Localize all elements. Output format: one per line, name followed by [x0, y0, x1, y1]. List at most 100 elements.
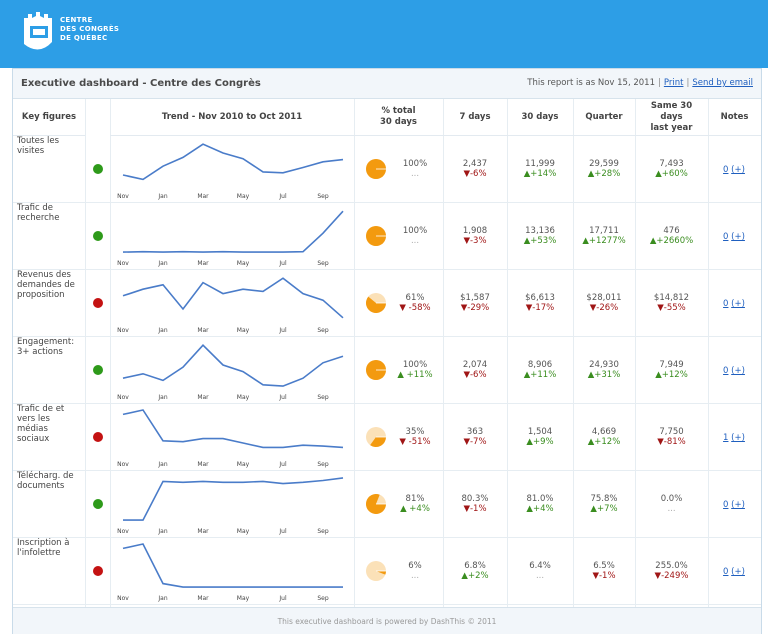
metric-cell-d30: 11,999 ▲+14%	[507, 159, 573, 179]
axis-tick-label: Jul	[278, 260, 287, 267]
cell-change: ...	[410, 571, 420, 581]
add-note-link[interactable]: (+)	[731, 433, 745, 443]
add-note-link[interactable]: (+)	[731, 232, 745, 242]
cell-change: ▲+9%	[526, 437, 554, 447]
metric-cell-quarter: $28,011 ▼-26%	[573, 293, 635, 313]
add-note-link[interactable]: (+)	[731, 500, 745, 510]
axis-tick-label: May	[237, 327, 250, 334]
axis-tick-label: Nov	[117, 461, 129, 468]
metric-cell-same: $14,812 ▼-55%	[635, 293, 708, 313]
metric-cell-same: 7,949 ▲+12%	[635, 360, 708, 380]
column-divider	[708, 99, 709, 607]
table-row: Télécharg. de documents Nov Jan Mar May Jul Se…	[13, 471, 761, 538]
trend-line	[123, 477, 344, 521]
cell-value: $6,613	[525, 293, 555, 303]
cell-change: ▲+60%	[655, 169, 688, 179]
row-label: Trafic de et vers les médias sociaux	[17, 404, 65, 444]
axis-tick-label: Jan	[157, 461, 167, 468]
cell-value: 2,074	[462, 360, 488, 370]
share-pie-icon	[366, 493, 386, 514]
cell-change: ▲+31%	[587, 370, 621, 380]
column-header-quarter: Quarter	[573, 99, 635, 136]
cell-change: ▼-7%	[463, 437, 487, 447]
axis-tick-label: Mar	[197, 595, 209, 602]
metric-cell-same: 0.0%...	[635, 494, 708, 514]
metric-cell-quarter: 6.5% ▼-1%	[573, 561, 635, 581]
axis-tick-label: Jan	[157, 327, 167, 334]
trend-line	[122, 143, 344, 181]
column-divider	[354, 99, 355, 607]
cell-value: 476	[663, 226, 680, 236]
axis-tick-label: Mar	[197, 327, 209, 334]
column-header-trend: Trend - Nov 2010 to Oct 2011	[110, 99, 354, 136]
axis-tick-label: May	[237, 394, 250, 401]
cell-change: ...	[410, 236, 420, 246]
notes-count-link[interactable]: 0	[723, 567, 729, 577]
metric-cell-d30: $6,613 ▼-17%	[507, 293, 573, 313]
table-row: Trafic de recherche Nov Jan Mar May Jul Sep 100…	[13, 203, 761, 270]
axis-tick-label: May	[237, 193, 250, 200]
pct-total-cell: 6%...	[391, 561, 439, 581]
notes-cell: 1 (+)	[710, 433, 758, 443]
cell-change: ...	[667, 504, 676, 514]
notes-count-link[interactable]: 0	[723, 500, 729, 510]
cell-value: 29,599	[589, 159, 619, 169]
print-link[interactable]: Print	[663, 78, 684, 88]
pie-slice	[376, 571, 386, 575]
cell-value: 81.0%	[526, 494, 554, 504]
add-note-link[interactable]: (+)	[731, 567, 745, 577]
axis-tick-label: Jul	[278, 461, 287, 468]
share-pie-icon	[366, 427, 386, 448]
cell-change: ▲+12%	[655, 370, 688, 380]
separator: |	[686, 78, 690, 88]
cell-change: ▼-6%	[463, 370, 487, 380]
add-note-link[interactable]: (+)	[731, 366, 745, 376]
dashboard-titlebar: Executive dashboard - Centre des Congrès…	[13, 69, 761, 99]
metric-cell-d7: 1,908 ▼-3%	[443, 226, 507, 246]
separator: |	[658, 78, 661, 88]
trend-sparkline: Nov Jan Mar May Jul Sep	[117, 277, 344, 334]
axis-tick-label: Nov	[117, 193, 129, 200]
cell-change: ▲+4%	[526, 504, 554, 514]
notes-cell: 0 (+)	[710, 165, 758, 175]
add-note-link[interactable]: (+)	[731, 299, 745, 309]
metric-cell-d7: 363 ▼-7%	[443, 427, 507, 447]
trend-line	[122, 277, 344, 319]
share-pie-icon	[366, 226, 386, 246]
cell-value: 7,493	[659, 159, 684, 169]
notes-count-link[interactable]: 1	[723, 433, 729, 443]
notes-count-link[interactable]: 0	[723, 299, 729, 309]
cell-value: 100%	[402, 360, 428, 370]
trend-line	[122, 344, 344, 387]
metric-cell-d30: 81.0% ▲+4%	[507, 494, 573, 514]
trend-sparkline: Nov Jan Mar May Jul Sep	[117, 477, 344, 535]
report-date: This report is as Nov 15, 2011	[527, 78, 655, 88]
brand-line-3: DE QUÉBEC	[60, 34, 108, 42]
cell-value: 11,999	[525, 159, 555, 169]
pct-total-cell: 35% ▼ -51%	[391, 427, 439, 447]
add-note-link[interactable]: (+)	[731, 165, 745, 175]
cell-change: ▲+2660%	[649, 236, 694, 246]
brand-line-2: DES CONGRÈS	[60, 25, 120, 33]
metric-cell-quarter: 4,669 ▲+12%	[573, 427, 635, 447]
notes-count-link[interactable]: 0	[723, 165, 729, 175]
table-row: Inscription à l'infolettre Nov Jan Mar May Ju…	[13, 538, 761, 605]
column-divider	[85, 99, 86, 607]
status-indicator-icon	[93, 432, 103, 442]
send-by-email-link[interactable]: Send by email	[692, 78, 753, 88]
trend-sparkline: Nov Jan Mar May Jul Sep	[117, 344, 344, 401]
cell-value: 24,930	[589, 360, 619, 370]
axis-tick-label: Jan	[157, 528, 167, 535]
cell-change: ▼-55%	[657, 303, 686, 313]
notes-count-link[interactable]: 0	[723, 366, 729, 376]
column-header-same-last-year: Same 30 days last year	[635, 99, 708, 136]
metric-cell-d7: 2,437 ▼-6%	[443, 159, 507, 179]
status-indicator-icon	[93, 365, 103, 375]
row-label: Télécharg. de documents	[17, 471, 74, 491]
notes-count-link[interactable]: 0	[723, 232, 729, 242]
cell-value: 75.8%	[590, 494, 618, 504]
cell-value: 81%	[405, 494, 425, 504]
cell-change: ▼ -51%	[399, 437, 431, 447]
status-indicator-icon	[93, 231, 103, 241]
cell-change: ▲+14%	[523, 169, 557, 179]
